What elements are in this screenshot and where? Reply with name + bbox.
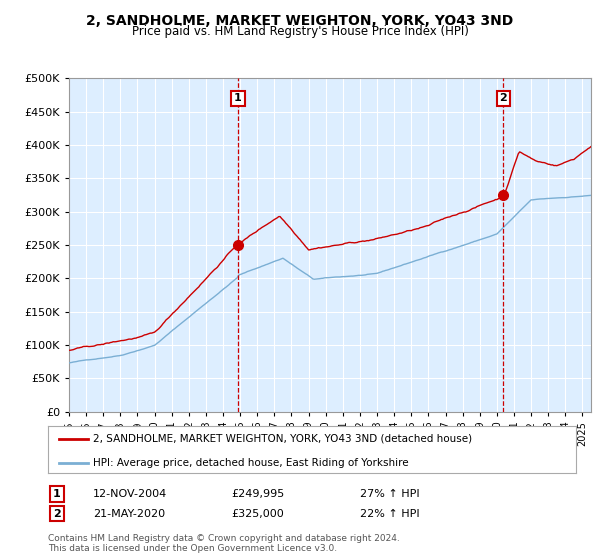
Text: Contains HM Land Registry data © Crown copyright and database right 2024.
This d: Contains HM Land Registry data © Crown c… bbox=[48, 534, 400, 553]
Text: 1: 1 bbox=[234, 94, 242, 104]
Text: 12-NOV-2004: 12-NOV-2004 bbox=[93, 489, 167, 499]
Text: 21-MAY-2020: 21-MAY-2020 bbox=[93, 508, 165, 519]
Text: HPI: Average price, detached house, East Riding of Yorkshire: HPI: Average price, detached house, East… bbox=[93, 458, 409, 468]
Text: 2: 2 bbox=[53, 508, 61, 519]
Text: 1: 1 bbox=[53, 489, 61, 499]
Text: 2: 2 bbox=[499, 94, 507, 104]
Text: 22% ↑ HPI: 22% ↑ HPI bbox=[360, 508, 419, 519]
Text: 2, SANDHOLME, MARKET WEIGHTON, YORK, YO43 3ND (detached house): 2, SANDHOLME, MARKET WEIGHTON, YORK, YO4… bbox=[93, 434, 472, 444]
Text: £249,995: £249,995 bbox=[231, 489, 284, 499]
Text: 27% ↑ HPI: 27% ↑ HPI bbox=[360, 489, 419, 499]
Text: 2, SANDHOLME, MARKET WEIGHTON, YORK, YO43 3ND: 2, SANDHOLME, MARKET WEIGHTON, YORK, YO4… bbox=[86, 14, 514, 28]
Text: Price paid vs. HM Land Registry's House Price Index (HPI): Price paid vs. HM Land Registry's House … bbox=[131, 25, 469, 38]
Text: £325,000: £325,000 bbox=[231, 508, 284, 519]
